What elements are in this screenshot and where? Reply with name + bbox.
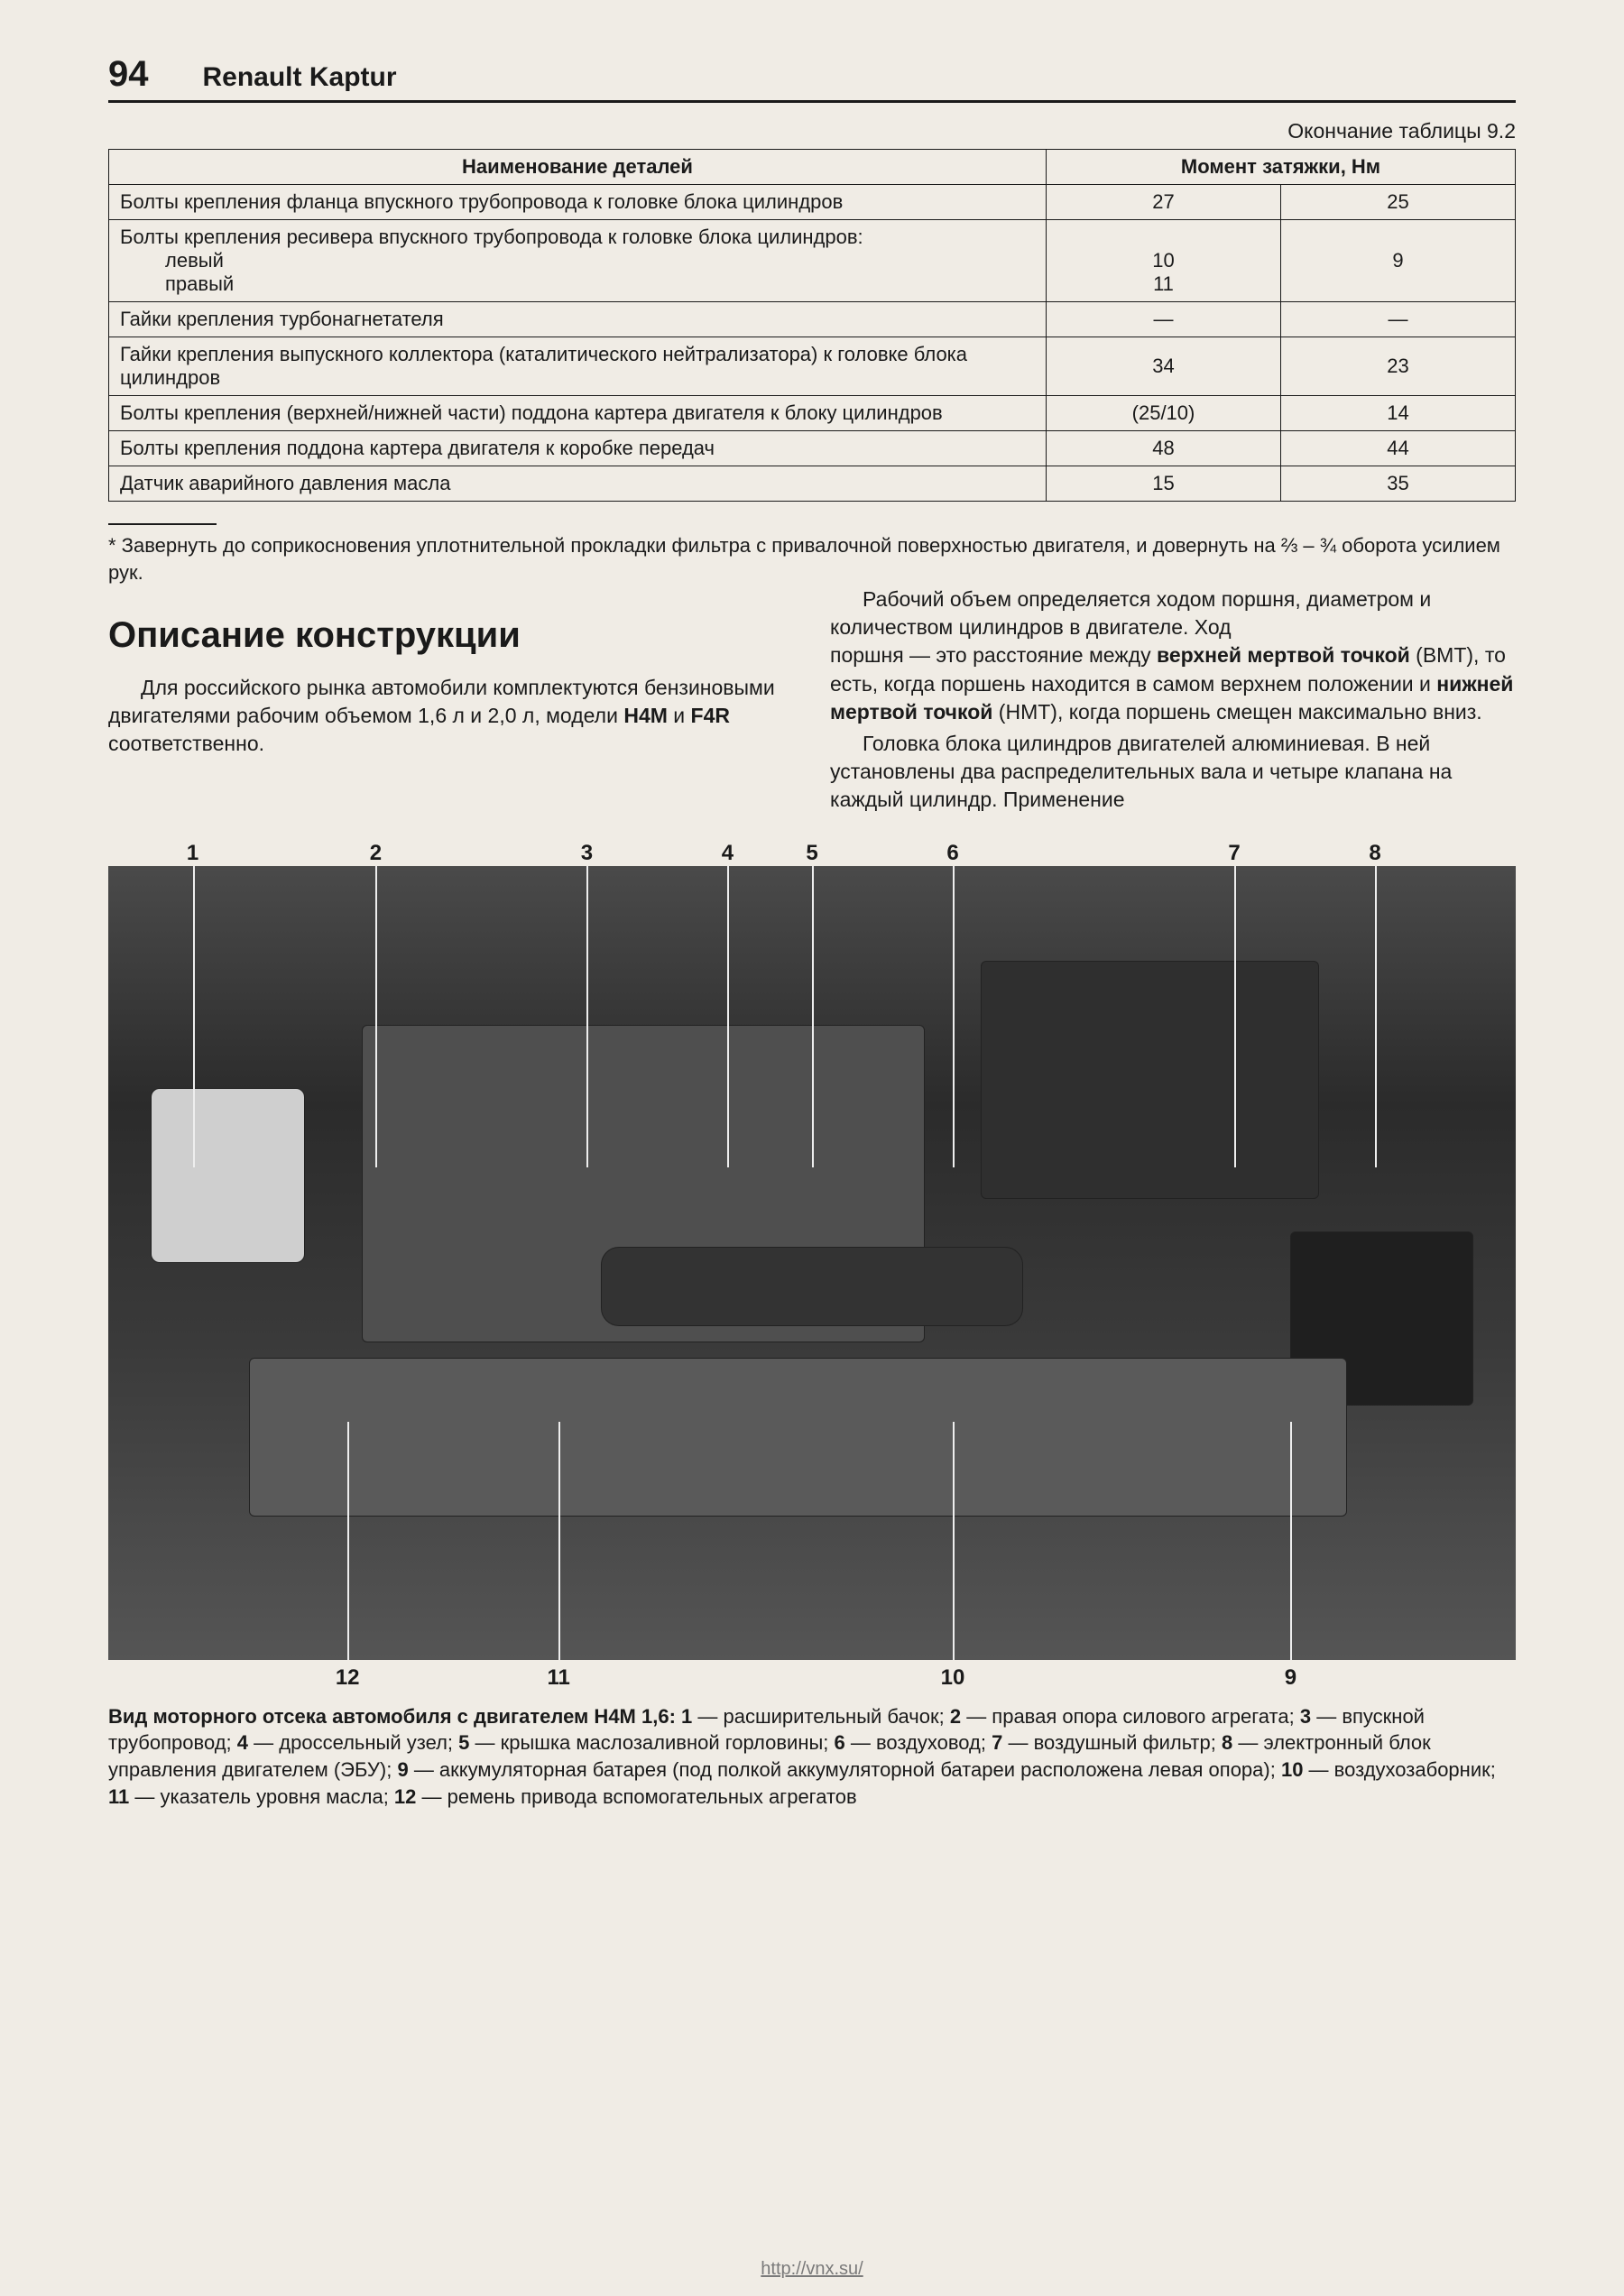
figure-callout-number: 12 (336, 1665, 360, 1691)
figure-top-labels: 1 2 3 4 5 6 7 8 (108, 835, 1516, 866)
table-row: Болты крепления фланца впускного трубопр… (109, 185, 1516, 220)
cell-val: 34 (1047, 337, 1281, 396)
table-caption: Окончание таблицы 9.2 (108, 119, 1516, 143)
table-row: Гайки крепления выпускного коллектора (к… (109, 337, 1516, 396)
cell-val: — (1047, 302, 1281, 337)
cell-name: Датчик аварийного давления масла (109, 466, 1047, 502)
figure-callout-number: 9 (1285, 1665, 1296, 1691)
cell-name: Болты крепления (верхней/нижней части) п… (109, 396, 1047, 431)
cell-val: 9 (1281, 220, 1516, 302)
footnote-text: * Завернуть до соприкосновения уплотните… (108, 532, 1516, 586)
figure-bottom-labels: 12 11 10 9 (108, 1660, 1516, 1691)
engine-photo-placeholder (108, 866, 1516, 1660)
table-row: Болты крепления поддона картера двигател… (109, 431, 1516, 466)
figure-caption: Вид моторного отсека автомобиля с двигат… (108, 1703, 1516, 1811)
cell-name: Гайки крепления выпускного коллектора (к… (109, 337, 1047, 396)
cell-name: Болты крепления ресивера впускного трубо… (109, 220, 1047, 302)
figure-callout-number: 8 (1369, 841, 1380, 866)
cell-sub2-val: 11 (1153, 272, 1174, 295)
cell-val: 23 (1281, 337, 1516, 396)
table-row: Гайки крепления турбонагнетателя — — (109, 302, 1516, 337)
page-number: 94 (108, 54, 149, 95)
paragraph: Для российского рынка автомобили комплек… (108, 674, 794, 758)
cell-name: Гайки крепления турбонагнетателя (109, 302, 1047, 337)
figure-callout-number: 3 (581, 841, 593, 866)
table-row: Датчик аварийного давления масла 15 35 (109, 466, 1516, 502)
figure-callout-number: 7 (1228, 841, 1240, 866)
figure-callout-number: 1 (187, 841, 198, 866)
table-row: Болты крепления (верхней/нижней части) п… (109, 396, 1516, 431)
cell-sub2: правый (120, 272, 234, 296)
figure-caption-lead: Вид моторного отсека автомобиля с двигат… (108, 1705, 681, 1728)
engine-figure: 12345678 1211109 Вид моторного отсека ав… (108, 835, 1516, 1811)
book-title: Renault Kaptur (203, 62, 397, 93)
cell-name: Болты крепления поддона картера двигател… (109, 431, 1047, 466)
cell-val: (25/10) (1047, 396, 1281, 431)
table-header-name: Наименование деталей (109, 150, 1047, 185)
torque-table: Наименование деталей Момент затяжки, Нм … (108, 149, 1516, 502)
figure-callout-number: 5 (806, 841, 817, 866)
body-columns: Описание конструкции Для российского рын… (108, 586, 1516, 813)
footnote-rule (108, 523, 217, 525)
figure-callout-number: 4 (722, 841, 734, 866)
cell-val: 48 (1047, 431, 1281, 466)
cell-val: 25 (1281, 185, 1516, 220)
paragraph: Головка блока цилиндров двигателей алюми… (830, 730, 1516, 814)
cell-val: 35 (1281, 466, 1516, 502)
figure-callout-number: 11 (548, 1665, 570, 1691)
cell-name: Болты крепления фланца впускного трубопр… (109, 185, 1047, 220)
paragraph: Рабочий объем определяется ходом поршня,… (830, 586, 1516, 641)
cell-name-main: Болты крепления ресивера впускного трубо… (120, 226, 863, 248)
cell-val: 10 11 (1047, 220, 1281, 302)
cell-val: 15 (1047, 466, 1281, 502)
page-header: 94 Renault Kaptur (108, 54, 1516, 103)
cell-val: — (1281, 302, 1516, 337)
cell-sub1: левый (120, 249, 224, 272)
table-header-torque: Момент затяжки, Нм (1047, 150, 1516, 185)
table-row: Болты крепления ресивера впускного трубо… (109, 220, 1516, 302)
cell-sub1-val: 10 (1152, 249, 1174, 272)
footer-url: http://vnx.su/ (0, 2259, 1624, 2280)
cell-val: 27 (1047, 185, 1281, 220)
cell-val: 44 (1281, 431, 1516, 466)
figure-callout-number: 6 (946, 841, 958, 866)
section-title: Описание конструкции (108, 611, 794, 659)
cell-val: 14 (1281, 396, 1516, 431)
figure-callout-number: 2 (370, 841, 382, 866)
paragraph: поршня — это расстояние между верхней ме… (830, 641, 1516, 725)
figure-callout-number: 10 (941, 1665, 965, 1691)
